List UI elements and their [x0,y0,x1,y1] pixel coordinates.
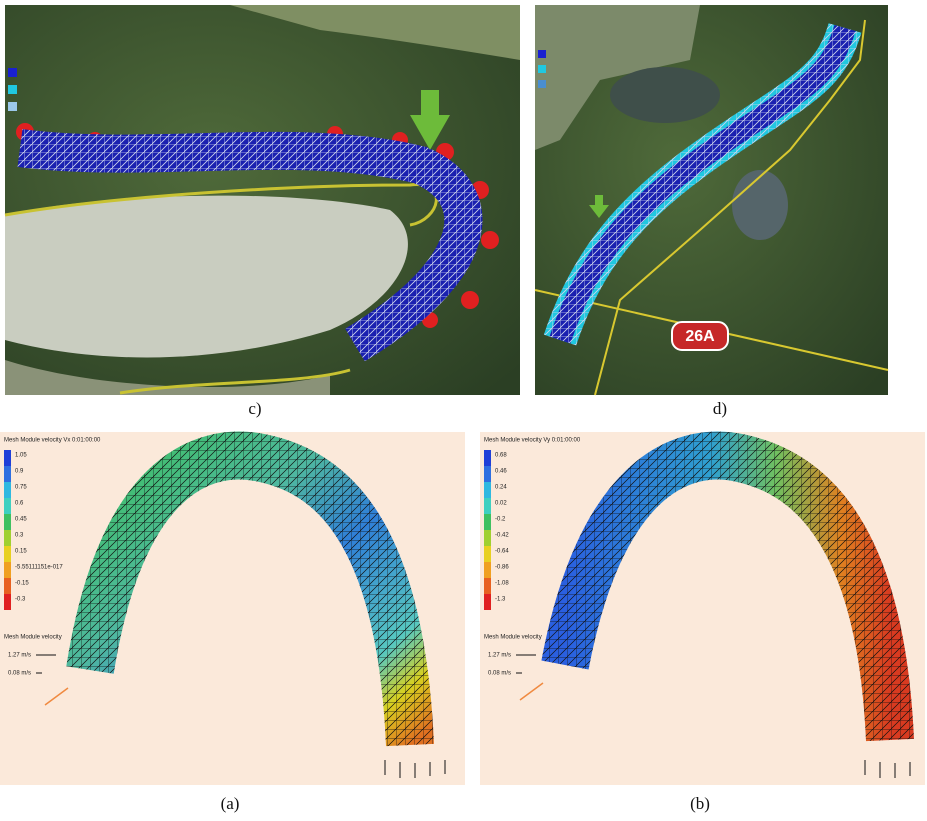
legend-value: -1.08 [495,581,509,587]
panel-d: 26A [535,5,888,395]
legend-swatch [484,482,491,498]
legend-value: 0.15 [15,549,27,555]
legend-swatch [484,514,491,530]
legend-swatch [4,578,11,594]
vector-label: 0.08 m/s [8,671,31,677]
legend-swatch [4,450,11,466]
legend-value: 0.9 [15,469,24,475]
panel-label: (a) [221,794,240,813]
legend-swatch [4,466,11,482]
legend-value: 0.45 [15,517,27,523]
vector-legend-title: Mesh Module velocity [4,635,62,641]
panel-c [5,5,520,395]
legend-swatch [4,530,11,546]
vector-legend-title: Mesh Module velocity [484,635,542,641]
legend-swatch [4,514,11,530]
legend-value: 0.24 [495,485,507,491]
pond [732,170,788,240]
legend-value: 1.05 [15,453,27,459]
legend-swatch [484,450,491,466]
legend-value: -1.3 [495,597,506,603]
panel-label: d) [713,399,727,418]
vector-label: 1.27 m/s [488,653,511,659]
legend-title: Mesh Module velocity Vy 0:01:00:00 [484,438,581,444]
vector-label: 0.08 m/s [488,671,511,677]
legend-swatch [484,594,491,610]
legend-value: -0.86 [495,565,509,571]
lake [610,67,720,123]
legend-value: -5.55111151e-017 [15,565,63,571]
legend-swatch [4,594,11,610]
legend-value: -0.64 [495,549,509,555]
panel-b: Mesh Module velocity Vy 0:01:00:00 0.68 0.… [480,432,925,785]
legend-value: -0.42 [495,533,509,539]
legend-value: 0.46 [495,469,507,475]
legend-swatch [484,562,491,578]
panel-a: Mesh Module velocity Vx 0:01:00:00 1.05 0.… [0,432,465,785]
legend-value: 0.6 [15,501,24,507]
legend-value: 0.75 [15,485,27,491]
panel-label: c) [248,399,261,418]
legend-value: -0.2 [495,517,506,523]
panel-label: (b) [690,794,710,813]
legend-swatch [484,498,491,514]
legend-swatch [484,546,491,562]
legend-swatch [4,498,11,514]
legend-swatch [484,466,491,482]
legend-swatch [4,562,11,578]
legend-title: Mesh Module velocity Vx 0:01:00:00 [4,438,101,444]
inset-legend [8,68,17,111]
legend-value: -0.15 [15,581,29,587]
road-sign-text: 26A [685,328,715,345]
legend-swatch [484,530,491,546]
legend-swatch [4,546,11,562]
legend-value: -0.3 [15,597,26,603]
legend-swatch [4,482,11,498]
legend-swatch [484,578,491,594]
figure: c) 26A d) Mesh Module velocity Vx 0:01:0… [0,0,927,821]
legend-value: 0.68 [495,453,507,459]
inset-legend [538,50,546,88]
legend-value: 0.3 [15,533,24,539]
vector-label: 1.27 m/s [8,653,31,659]
legend-value: 0.02 [495,501,507,507]
